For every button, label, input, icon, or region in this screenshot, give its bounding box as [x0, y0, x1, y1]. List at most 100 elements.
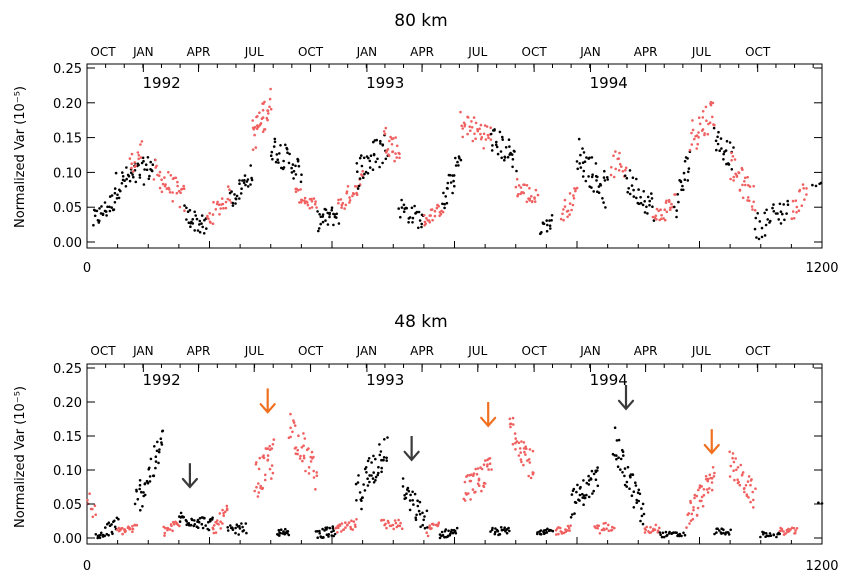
data-point — [583, 160, 587, 163]
data-point — [279, 528, 283, 531]
data-point — [622, 454, 625, 457]
data-point — [754, 487, 757, 491]
data-point — [452, 174, 456, 177]
data-point — [430, 527, 433, 530]
data-point — [587, 157, 590, 160]
data-point — [230, 190, 233, 193]
data-point — [256, 495, 260, 498]
data-point — [143, 168, 146, 171]
data-point — [398, 524, 402, 528]
data-point — [138, 176, 142, 179]
data-point — [374, 457, 377, 461]
data-point — [765, 208, 768, 212]
data-point — [802, 187, 805, 190]
data-point — [704, 105, 708, 109]
data-point — [579, 153, 582, 157]
data-point — [356, 170, 359, 173]
data-point — [390, 143, 394, 146]
data-point — [237, 533, 240, 536]
data-point — [299, 188, 302, 191]
data-point — [123, 179, 126, 182]
data-point — [262, 456, 266, 460]
data-point — [653, 528, 657, 531]
data-point — [342, 528, 346, 531]
data-point — [254, 146, 258, 149]
data-point — [137, 163, 140, 167]
data-point — [272, 438, 276, 441]
data-point — [760, 226, 764, 230]
data-point — [594, 526, 597, 530]
data-point — [310, 197, 313, 201]
data-point — [271, 157, 274, 161]
data-point — [606, 178, 609, 181]
data-point — [178, 520, 182, 523]
data-point — [690, 143, 694, 146]
data-point — [528, 448, 532, 451]
data-point — [644, 528, 647, 532]
data-point — [635, 177, 638, 181]
data-point — [610, 166, 613, 169]
data-point — [635, 498, 638, 502]
data-point — [254, 461, 258, 464]
data-point — [409, 493, 412, 497]
data-point — [643, 531, 647, 534]
data-point — [651, 215, 655, 219]
data-point — [328, 211, 332, 215]
data-point — [271, 471, 275, 475]
data-point — [244, 183, 247, 187]
data-point — [736, 478, 739, 482]
data-point — [675, 209, 678, 212]
data-point — [107, 521, 111, 524]
data-point — [778, 532, 781, 536]
data-point — [332, 529, 335, 532]
data-point — [214, 531, 218, 534]
data-point — [487, 136, 490, 140]
data-point — [463, 123, 467, 126]
data-point — [791, 210, 795, 213]
data-point — [597, 524, 601, 528]
data-point — [203, 516, 206, 520]
data-point — [153, 445, 156, 448]
data-point — [219, 207, 222, 210]
data-point — [510, 153, 514, 156]
data-point — [138, 173, 142, 177]
data-point — [437, 523, 440, 526]
data-point — [393, 519, 397, 522]
data-point — [473, 132, 476, 136]
annotation-arrows — [181, 385, 720, 489]
data-point — [266, 109, 270, 112]
data-point — [546, 527, 549, 531]
data-point — [613, 526, 616, 530]
data-point — [420, 222, 424, 226]
annotation-arrow — [259, 388, 276, 414]
data-point — [113, 519, 116, 523]
data-point — [380, 458, 383, 462]
data-point — [621, 471, 624, 474]
data-point — [764, 532, 768, 535]
month-label: OCT — [90, 45, 116, 59]
data-point — [407, 221, 410, 224]
data-point — [561, 212, 564, 216]
data-point — [463, 480, 467, 484]
data-point — [519, 451, 522, 454]
data-point — [282, 159, 285, 163]
data-point — [138, 479, 142, 482]
data-point — [698, 486, 701, 490]
data-point — [116, 193, 119, 197]
data-point — [125, 166, 128, 169]
data-point — [411, 490, 414, 494]
data-point — [623, 467, 627, 470]
data-point — [161, 182, 165, 186]
data-point — [745, 493, 749, 496]
data-point — [168, 528, 172, 531]
data-point — [557, 532, 560, 536]
data-point — [417, 509, 421, 513]
data-point — [296, 160, 300, 163]
data-point — [226, 526, 229, 529]
data-point — [449, 181, 453, 184]
data-point — [592, 190, 595, 193]
data-point — [269, 87, 272, 91]
data-point — [303, 199, 306, 203]
data-point — [718, 149, 721, 152]
data-point — [154, 460, 158, 463]
